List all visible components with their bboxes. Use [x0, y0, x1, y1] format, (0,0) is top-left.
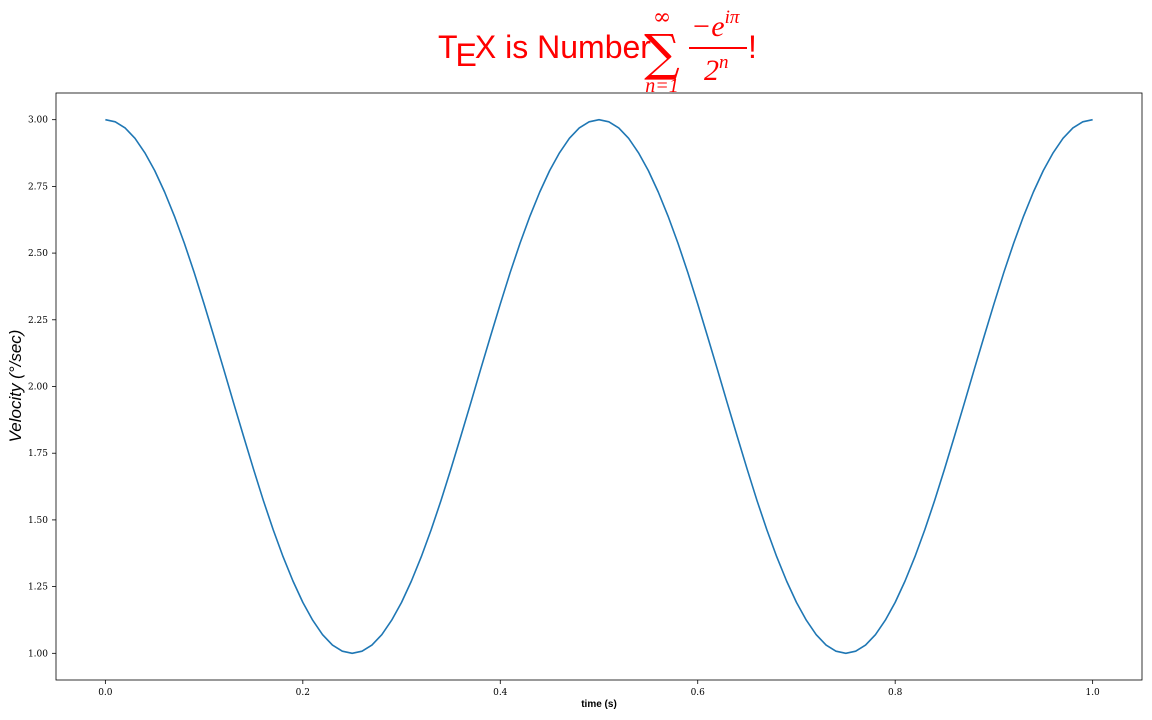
y-tick-label: 2.25: [28, 316, 48, 326]
y-tick-label: 1.75: [28, 449, 48, 459]
title-sum-upper: ∞: [653, 5, 671, 30]
title-tex-t: T: [438, 29, 458, 65]
title-tex-e: E: [456, 37, 477, 73]
plot-area: [55, 92, 1143, 681]
y-tick-label: 2.00: [28, 383, 48, 393]
title-denominator-exp: n: [719, 52, 729, 73]
title-denominator-base: 2: [704, 54, 719, 87]
title-sum-symbol: ∑: [644, 24, 680, 82]
title-denominator: 2n: [704, 52, 729, 87]
y-axis-ticks: 1.00 1.25 1.50 1.75 2.00 2.25 2.50 2.75 3.00: [28, 116, 56, 659]
y-tick-label: 1.00: [28, 649, 48, 659]
title-sum-lower: n=1: [645, 75, 679, 97]
y-tick-label: 2.75: [28, 182, 48, 192]
x-tick-label: 0.6: [691, 688, 706, 698]
title-suffix: !: [748, 29, 757, 65]
y-tick-label: 1.50: [28, 516, 48, 526]
y-tick-label: 3.00: [28, 116, 48, 126]
title-numerator-base: −e: [691, 10, 725, 43]
x-tick-label: 0.2: [296, 688, 310, 698]
x-tick-label: 0.4: [493, 688, 508, 698]
title-numerator-exp: iπ: [725, 7, 740, 28]
series-line: [105, 118, 1093, 655]
y-tick-label: 1.25: [28, 583, 48, 593]
x-tick-label: 1.0: [1085, 688, 1100, 698]
title-text: is Number: [496, 29, 651, 65]
title-numerator: −eiπ: [691, 7, 740, 43]
svg-text:TEX is Number: TEX is Number: [438, 29, 651, 73]
title-tex-x: X: [475, 29, 496, 65]
y-axis-label: Velocity (°/sec): [6, 330, 25, 443]
x-axis-label: time (s): [581, 699, 617, 710]
y-tick-label: 2.50: [28, 249, 48, 259]
x-tick-label: 0.0: [98, 688, 113, 698]
x-tick-label: 0.8: [888, 688, 903, 698]
chart-title: TEX is Number ∞ ∑ n=1 −eiπ 2n !: [438, 5, 757, 97]
x-axis-ticks: 0.0 0.2 0.4 0.6 0.8 1.0: [98, 680, 1100, 698]
